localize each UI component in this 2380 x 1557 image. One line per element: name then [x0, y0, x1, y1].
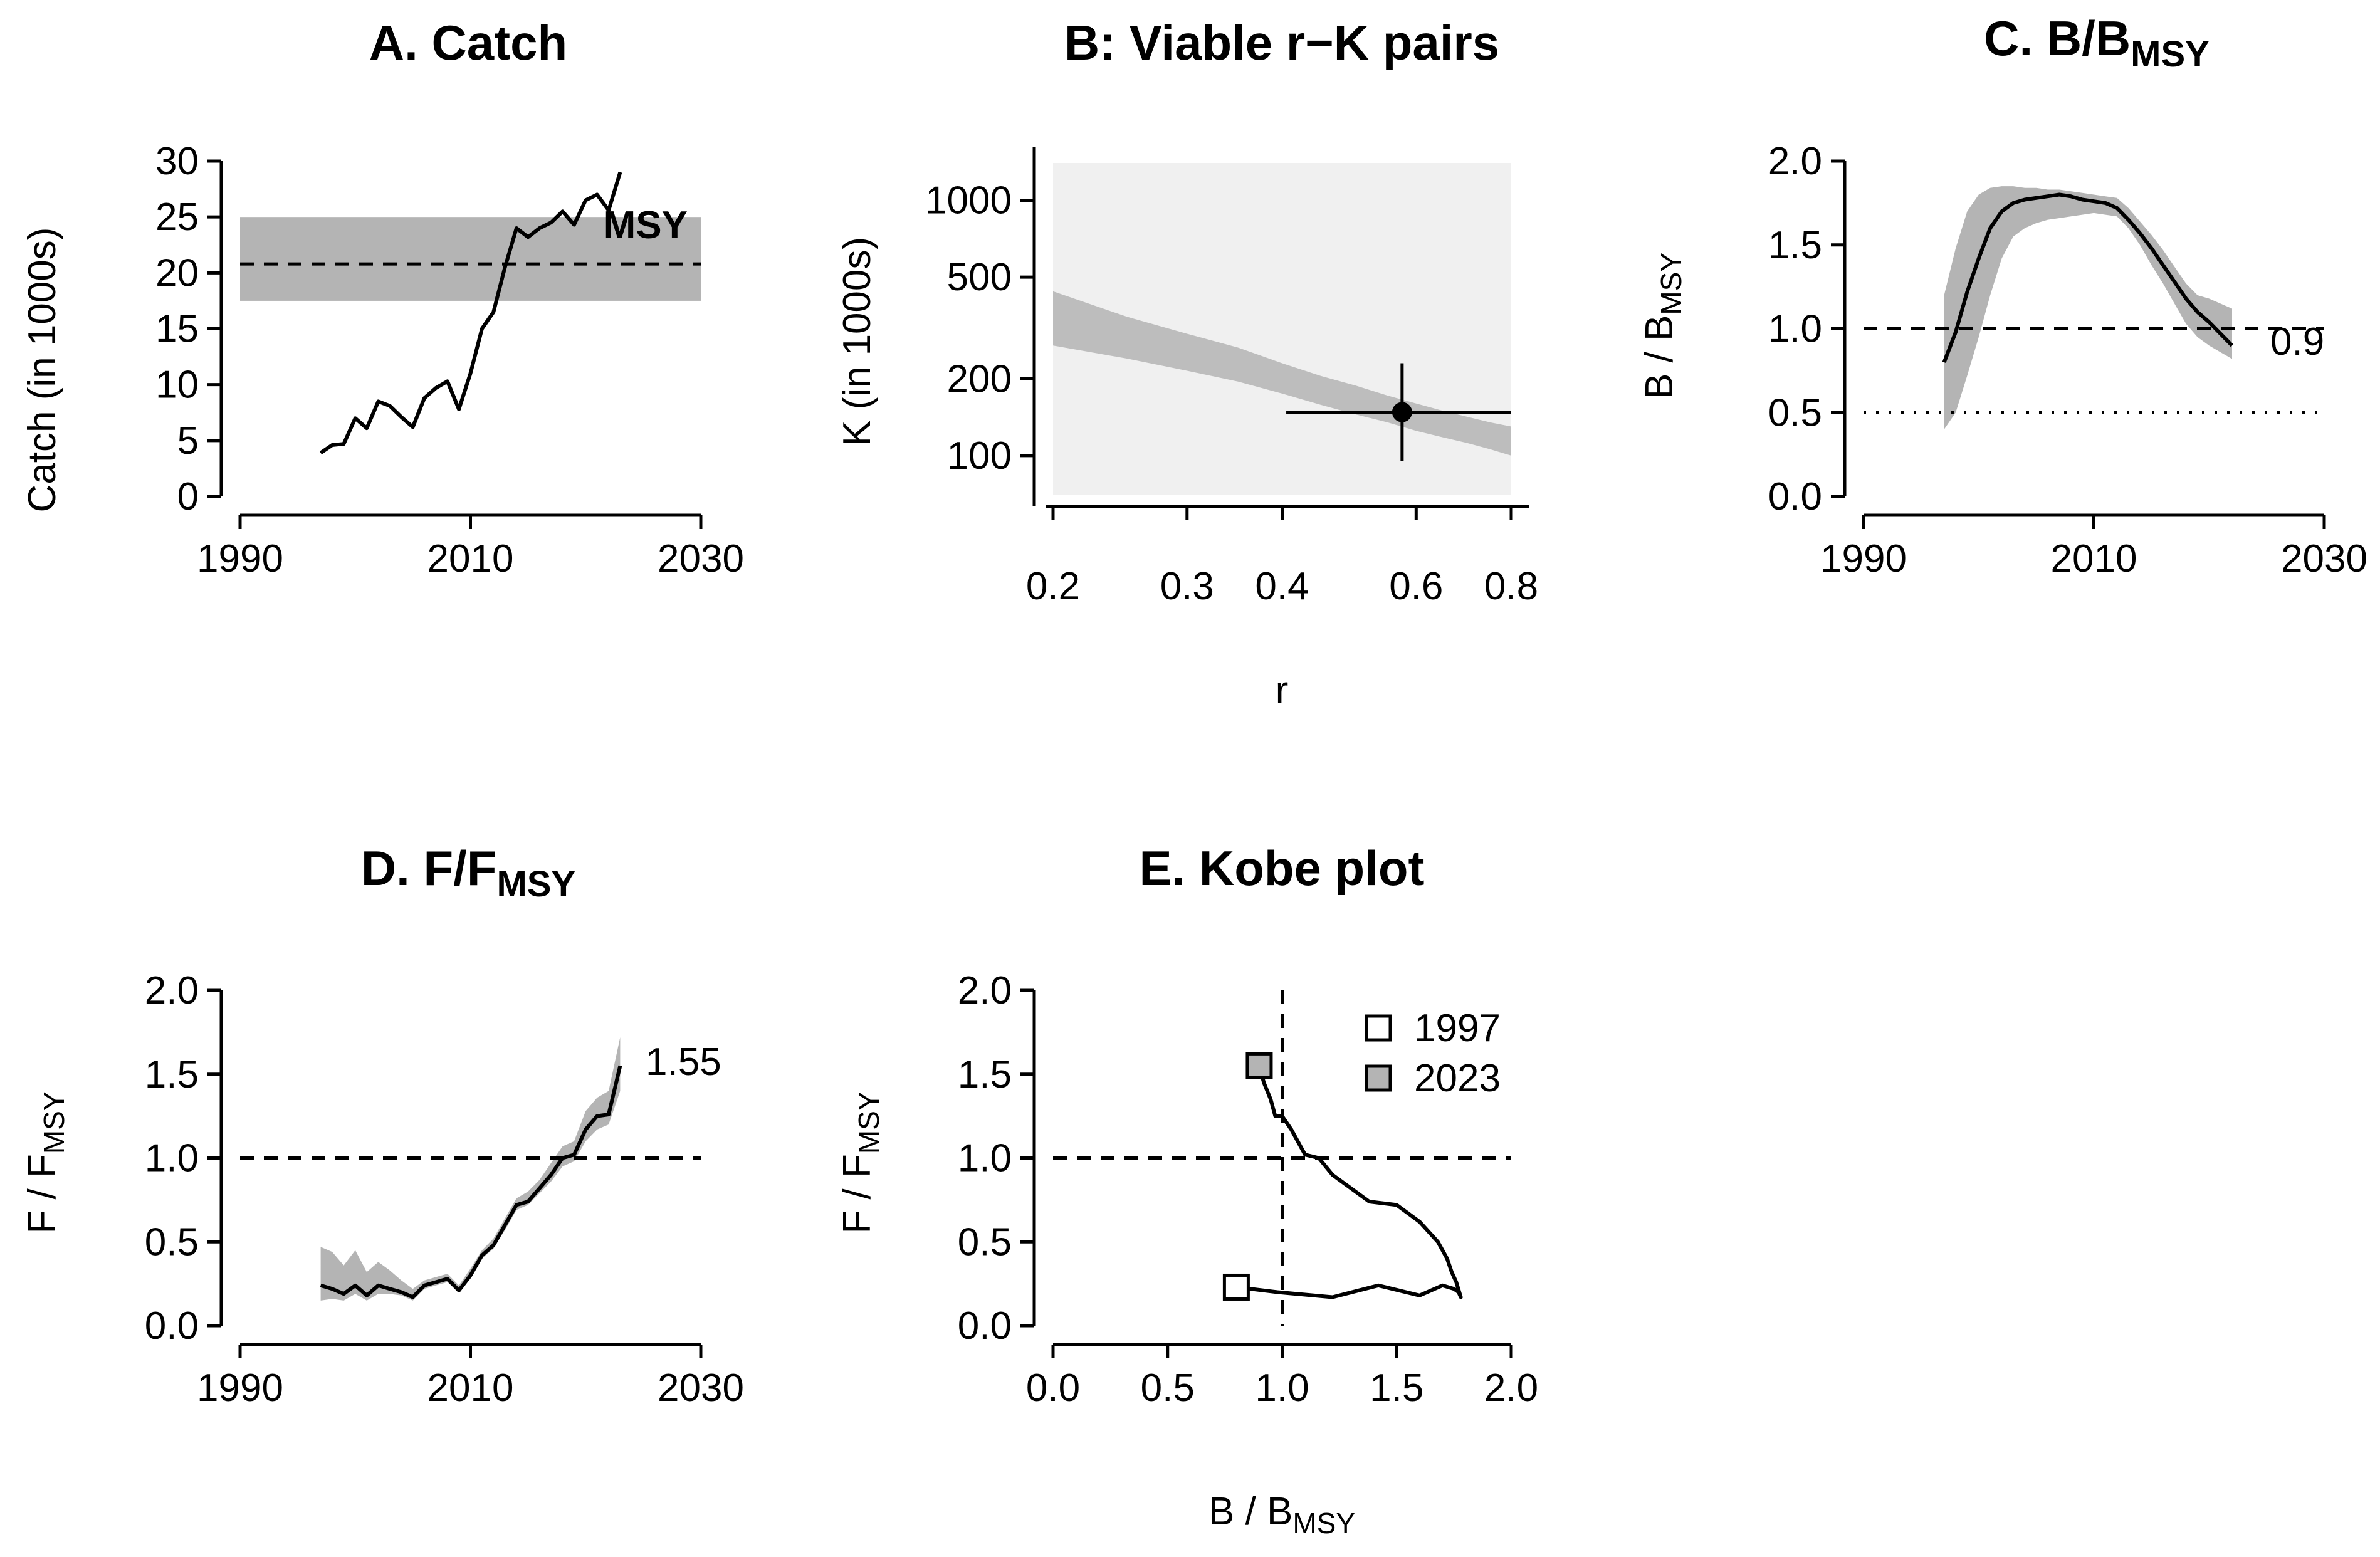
panel-b-xlabel: r	[1276, 669, 1289, 712]
panel-e-y-tick-label: 0.0	[958, 1304, 1012, 1348]
panel-c-y-tick-label: 2.0	[1768, 140, 1822, 183]
panel-d-x-tick-label: 2030	[658, 1366, 744, 1410]
panel-a-x-tick-label: 1990	[197, 537, 283, 580]
panel-a-y-tick-label: 30	[155, 140, 199, 183]
panel-b-x-tick-label: 0.2	[1026, 565, 1080, 608]
panel-c-y-tick-label: 1.5	[1768, 224, 1822, 267]
panel-b-x-tick-label: 0.4	[1255, 565, 1309, 608]
panel-c-y-tick-label: 0.5	[1768, 391, 1822, 434]
panel-c-x-tick-label: 2010	[2051, 537, 2137, 580]
legend-label-1997: 1997	[1414, 1007, 1501, 1050]
panel-d-y-tick-label: 1.0	[145, 1137, 199, 1180]
panel-a-y-tick-label: 5	[177, 419, 199, 463]
panel-e-x-tick-label: 1.0	[1255, 1366, 1309, 1410]
panel-a-title: A. Catch	[369, 15, 567, 70]
panel-a-y-tick-label: 10	[155, 364, 199, 407]
panel-b-y-tick-label: 500	[947, 256, 1012, 299]
panel-b-y-tick-label: 1000	[925, 179, 1012, 223]
panel-b-best-estimate	[1392, 402, 1412, 422]
panel-d-x-tick-label: 1990	[197, 1366, 283, 1410]
panel-e-y-tick-label: 2.0	[958, 969, 1012, 1012]
panel-a-ylabel: Catch (in 1000s)	[21, 228, 64, 513]
panel-a-y-tick-label: 20	[155, 251, 199, 295]
panel-b-x-tick-label: 0.3	[1160, 565, 1214, 608]
panel-a-x-tick-label: 2030	[658, 537, 744, 580]
panel-b-y-tick-label: 200	[947, 357, 1012, 401]
panel-b-ylabel: K (in 1000s)	[836, 237, 879, 446]
panel-a-y-tick-label: 15	[155, 308, 199, 351]
panel-e-x-tick-label: 0.0	[1026, 1366, 1080, 1410]
panel-e-end-marker	[1247, 1054, 1271, 1077]
panel-e-x-tick-label: 0.5	[1141, 1366, 1195, 1410]
panel-c-y-tick-label: 0.0	[1768, 475, 1822, 518]
panel-a-x-tick-label: 2010	[427, 537, 514, 580]
panel-e-x-tick-label: 2.0	[1484, 1366, 1538, 1410]
panel-d-y-tick-label: 0.0	[145, 1304, 199, 1348]
panel-d-y-tick-label: 0.5	[145, 1220, 199, 1264]
panel-b-x-tick-label: 0.6	[1389, 565, 1443, 608]
panel-d-end-label: 1.55	[646, 1041, 721, 1084]
panel-c-end-label: 0.9	[2270, 320, 2324, 364]
panel-c-x-tick-label: 1990	[1820, 537, 1907, 580]
panel-b-y-tick-label: 100	[947, 434, 1012, 478]
panel-d-y-tick-label: 2.0	[145, 969, 199, 1012]
panel-e-start-marker	[1224, 1275, 1248, 1299]
panel-a-y-tick-label: 25	[155, 196, 199, 239]
panel-c-y-tick-label: 1.0	[1768, 308, 1822, 351]
figure: A. Catch Catch (in 1000s) 0 5 10 15 20 25 30 1…	[0, 0, 2380, 1557]
panel-e-title: E. Kobe plot	[1140, 841, 1425, 896]
panel-e-y-tick-label: 1.5	[958, 1053, 1012, 1096]
legend-label-2023: 2023	[1414, 1057, 1501, 1100]
panel-b-x-tick-label: 0.8	[1484, 565, 1538, 608]
panel-b-title: B: Viable r−K pairs	[1064, 15, 1499, 70]
panel-d-x-tick-label: 2010	[427, 1366, 514, 1410]
legend-swatch-1997	[1366, 1016, 1390, 1040]
panel-e-x-tick-label: 1.5	[1370, 1366, 1423, 1410]
panel-d-y-tick-label: 1.5	[145, 1053, 199, 1096]
panel-e-y-tick-label: 1.0	[958, 1137, 1012, 1180]
panel-a-y-tick-label: 0	[177, 475, 199, 518]
legend-swatch-2023	[1366, 1066, 1390, 1090]
panel-c-x-tick-label: 2030	[2281, 537, 2367, 580]
panel-e-y-tick-label: 0.5	[958, 1220, 1012, 1264]
panel-a-msy-label: MSY	[604, 204, 688, 247]
